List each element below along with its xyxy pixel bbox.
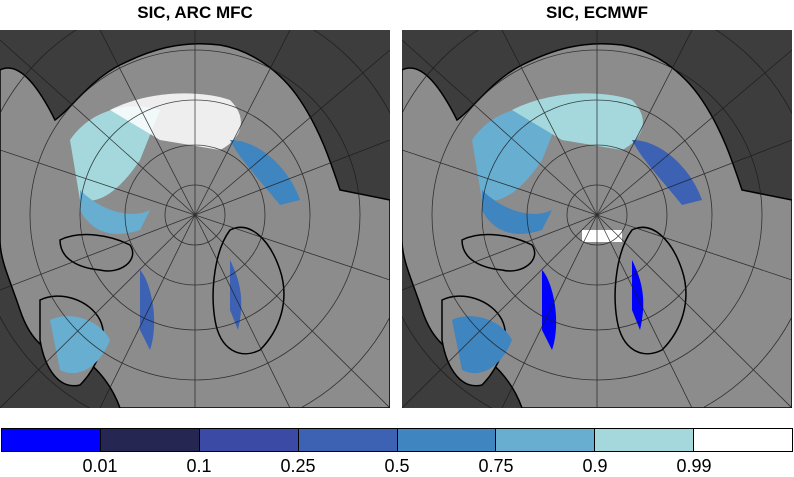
colorbar-segment [495, 428, 596, 452]
ice-region [50, 316, 110, 374]
colorbar-segment [297, 428, 398, 452]
ice-region [512, 93, 643, 150]
left-map-panel [0, 30, 390, 408]
colorbar-segment [396, 428, 497, 452]
colorbar-segment [594, 428, 695, 452]
left-graticule [0, 30, 390, 408]
left-ice-cover [50, 93, 300, 374]
colorbar-tick-label: 0.01 [82, 456, 118, 476]
colorbar-tick-label: 0.1 [186, 456, 212, 476]
colorbar-tick-label: 0.5 [384, 456, 410, 476]
right-ice-cover [452, 93, 702, 374]
ice-region [582, 230, 622, 242]
right-map-svg [402, 30, 792, 408]
colorbar-segment [693, 428, 793, 452]
ice-region [482, 190, 552, 234]
ice-region [80, 190, 150, 234]
ice-region [230, 140, 300, 205]
colorbar-segment [99, 428, 200, 452]
ice-region [472, 106, 562, 201]
ice-region [632, 260, 644, 330]
ice-region [140, 270, 155, 350]
colorbar-tick-label: 0.75 [478, 456, 514, 476]
left-panel-title: SIC, ARC MFC [137, 3, 253, 22]
ice-region [632, 140, 702, 205]
colorbar-tick-label: 0.25 [280, 456, 316, 476]
right-panel-title: SIC, ECMWF [546, 3, 648, 22]
ice-region [70, 106, 160, 201]
colorbar [1, 428, 793, 452]
ice-region [230, 260, 242, 330]
ice-region [110, 93, 241, 150]
left-map-svg [0, 30, 390, 408]
right-graticule [402, 30, 792, 408]
colorbar-tick-label: 0.99 [676, 456, 712, 476]
colorbar-segment [198, 428, 299, 452]
ice-region [452, 316, 512, 374]
right-map-panel [402, 30, 792, 408]
ice-region [542, 270, 557, 350]
colorbar-segment [1, 428, 101, 452]
colorbar-tick-label: 0.9 [582, 456, 608, 476]
